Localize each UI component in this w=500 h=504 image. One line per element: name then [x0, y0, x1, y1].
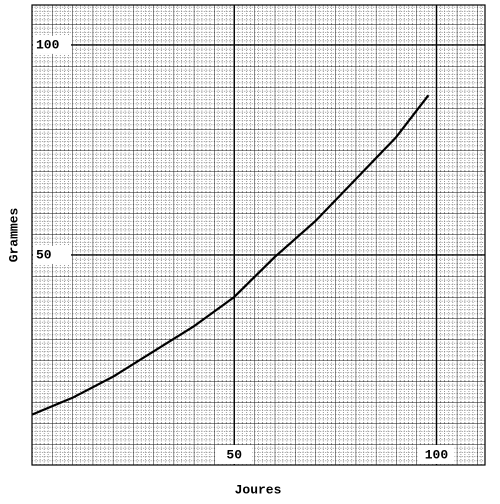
- tick-label-background: [33, 245, 71, 264]
- x-tick-label: 50: [226, 447, 242, 462]
- y-tick-label: 100: [36, 37, 60, 52]
- x-axis-label: Joures: [235, 482, 282, 497]
- y-tick-label: 50: [36, 247, 52, 262]
- tick-label-background: [418, 445, 455, 464]
- tick-label-background: [216, 445, 253, 464]
- tick-label-background: [33, 35, 71, 54]
- y-axis-label: Grammes: [6, 207, 21, 262]
- graph-paper: [31, 4, 486, 466]
- data-line: [31, 94, 430, 416]
- x-tick-label: 100: [425, 447, 449, 462]
